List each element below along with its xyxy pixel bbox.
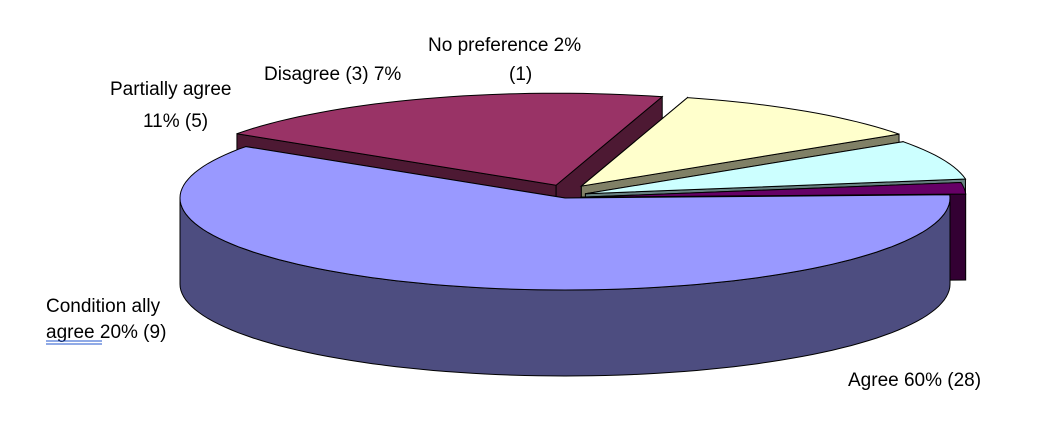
slice-top-agree xyxy=(179,146,951,291)
slice-top-no-preference xyxy=(580,181,967,198)
label-disagree: Disagree (3) 7% xyxy=(264,64,401,85)
label-conditionally-agree-line1: Condition ally xyxy=(46,296,161,317)
slice-top-conditionally-agree xyxy=(236,92,664,186)
pie-slices xyxy=(179,92,967,377)
slice-top-disagree xyxy=(585,141,967,195)
label-partially-agree-line2: 11% (5) xyxy=(143,111,208,132)
label-no-preference-line1: No preference 2% xyxy=(428,35,581,56)
label-no-preference-line2: (1) xyxy=(509,64,532,85)
slice-top-partially-agree xyxy=(579,97,900,187)
label-partially-agree-line1: Partially agree xyxy=(110,79,231,100)
label-agree: Agree 60% (28) xyxy=(848,370,981,391)
label-conditionally-agree-line2: agree 20% (9) xyxy=(46,322,166,343)
slice-agree xyxy=(179,145,951,377)
